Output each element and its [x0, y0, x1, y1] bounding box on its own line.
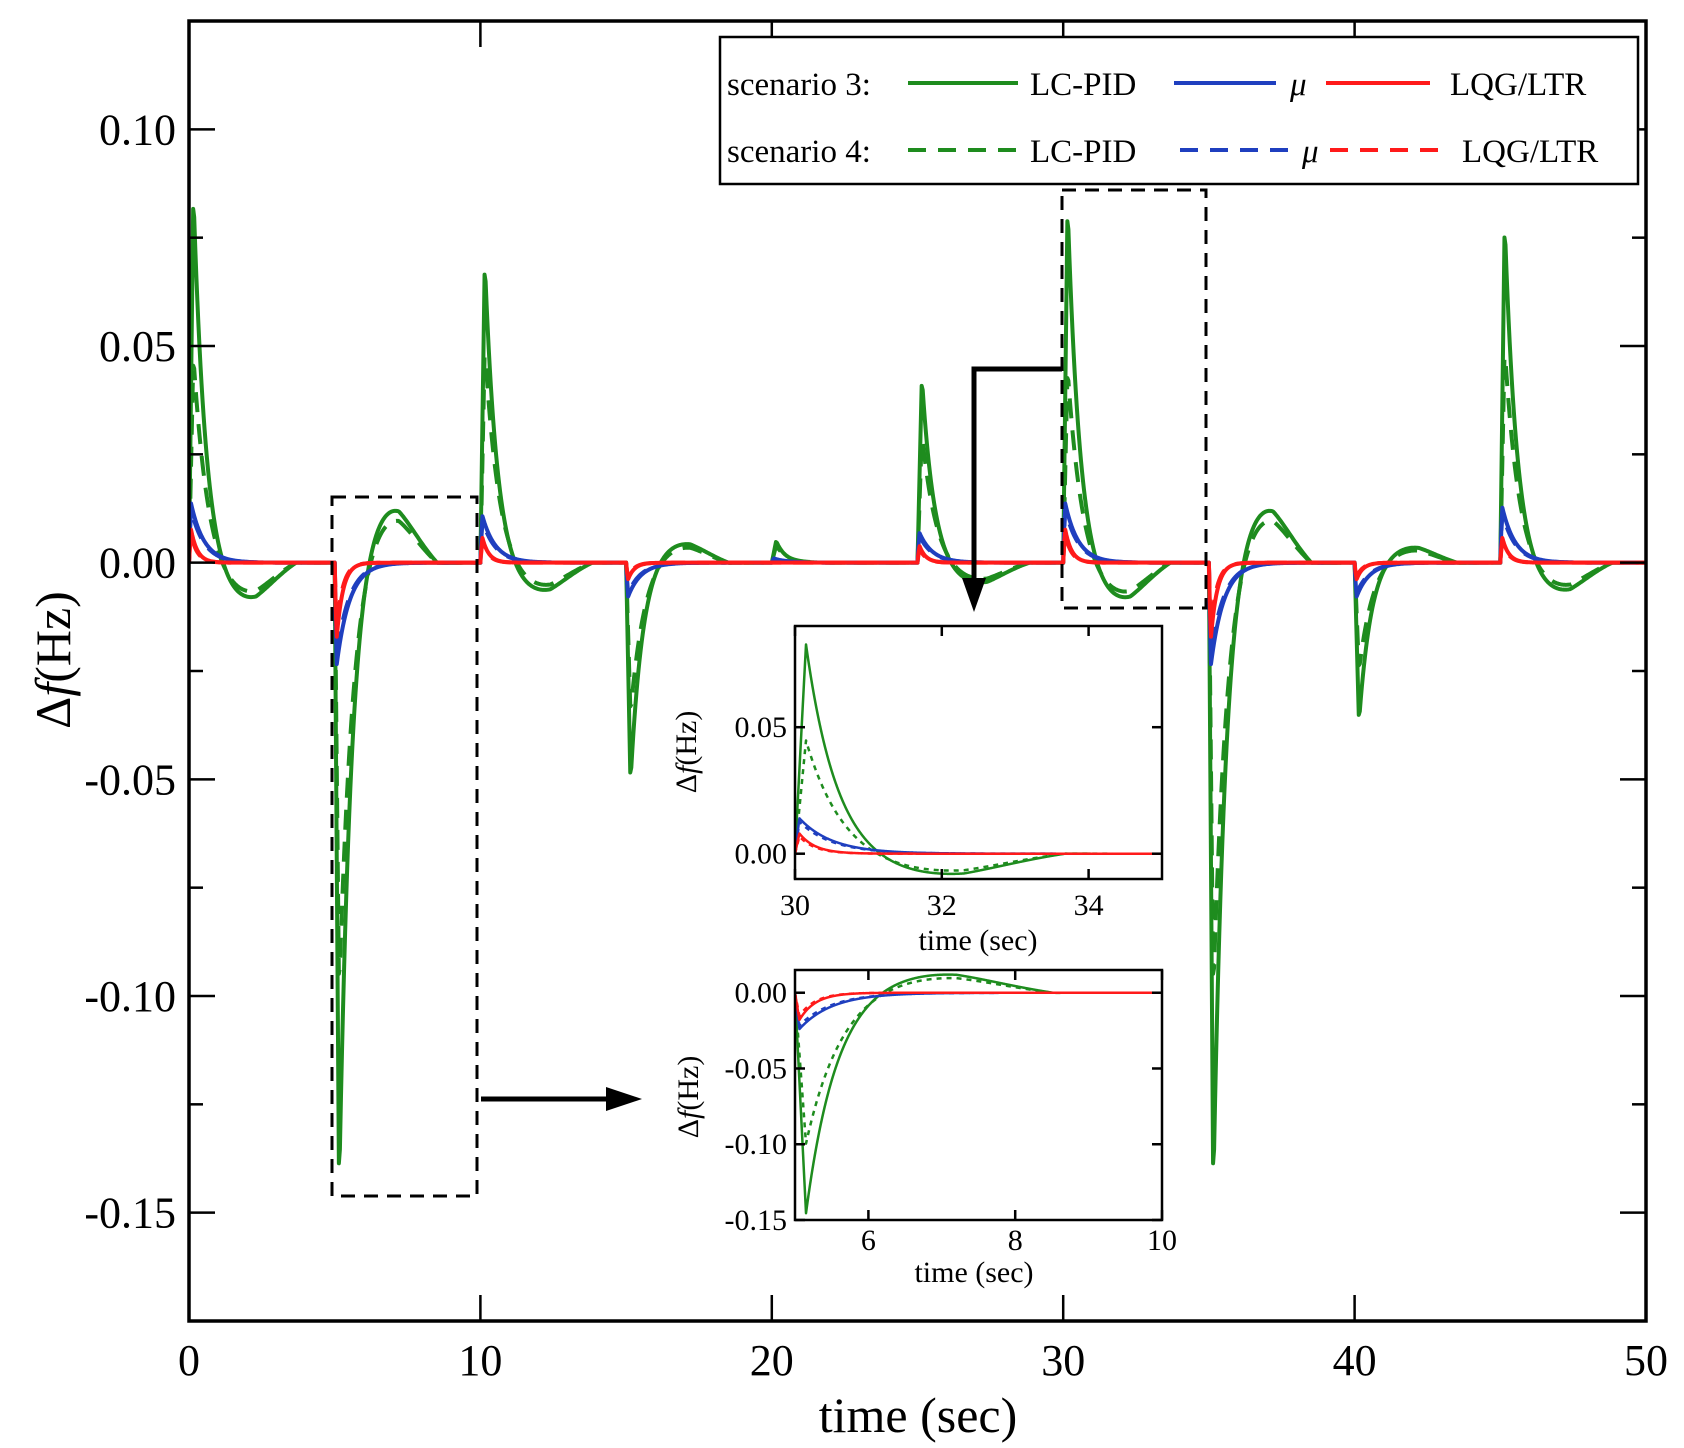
zoom-arrow-2-head	[962, 578, 986, 612]
legend-s4-lcpid-label: LC-PID	[1030, 134, 1136, 170]
legend-s3-lcpid-label: LC-PID	[1030, 67, 1136, 103]
inset2-y-tick-label: 0.00	[735, 977, 788, 1010]
legend-s3-mu-label: μ	[1289, 67, 1307, 103]
main-x-tick-label: 30	[1041, 1336, 1085, 1385]
legend: scenario 3: LC-PID μ LQG/LTR scenario 4:…	[718, 35, 1640, 186]
legend-s4-mu-label: μ	[1301, 134, 1319, 170]
zoom-box-2	[1060, 188, 1208, 610]
main-x-tick-label: 0	[178, 1336, 200, 1385]
inset1-y-tick-label: 0.05	[735, 711, 788, 744]
inset1-y-tick-label: 0.00	[735, 838, 788, 871]
inset2-x-tick-label: 10	[1147, 1224, 1177, 1257]
legend-s4-lqg-label: LQG/LTR	[1462, 134, 1598, 170]
main-plot-area: 0 10 20 30 40 50 0.10 0.05 0.00 -0.05 -0.10 -0.15	[84, 19, 1668, 1385]
main-x-tick-label: 40	[1333, 1336, 1377, 1385]
inset1-x-tick-label: 30	[780, 889, 810, 922]
inset2-y-label-delta: Δ	[672, 1119, 705, 1138]
inset2-series-lcpid-scenario4	[795, 976, 1162, 1145]
x-axis-label: time (sec)	[819, 1387, 1018, 1443]
inset2-series-lqg-scenario4	[795, 991, 1162, 1018]
inset1-y-label-delta: Δ	[670, 774, 703, 793]
inset1-x-axis-label: time (sec)	[918, 924, 1037, 957]
main-y-tick-label: -0.05	[84, 755, 176, 804]
inset1-series-lcpid-scenario4	[795, 739, 1162, 872]
main-x-tick-label: 10	[458, 1336, 502, 1385]
zoom-arrow-2-line	[971, 366, 1062, 590]
y-axis-label-unit: (Hz)	[25, 591, 81, 683]
inset2-y-tick-label: -0.10	[725, 1128, 788, 1161]
legend-box	[718, 35, 1640, 186]
main-y-tick-label: 0.10	[99, 105, 176, 154]
main-series-lcpid-scenario4	[189, 355, 1646, 976]
y-axis-label: Δf(Hz)	[25, 591, 81, 729]
legend-scenario3-label: scenario 3:	[727, 67, 871, 103]
main-x-tick-label: 50	[1624, 1336, 1668, 1385]
inset1-x-tick-label: 32	[927, 889, 957, 922]
inset-plot-2: 6 8 10 0.00 -0.05 -0.10 -0.15 time (sec) Δf(Hz…	[672, 968, 1177, 1289]
zoom-box-1	[330, 495, 479, 1198]
inset2-frame	[793, 968, 1164, 1222]
y-axis-label-delta: Δ	[25, 697, 81, 729]
inset2-x-axis-label: time (sec)	[914, 1256, 1033, 1289]
inset2-x-tick-label: 8	[1008, 1224, 1023, 1257]
legend-s3-lqg-label: LQG/LTR	[1450, 67, 1586, 103]
inset1-x-tick-label: 34	[1074, 889, 1104, 922]
main-y-tick-label: 0.00	[99, 539, 176, 588]
main-x-tick-label: 20	[750, 1336, 794, 1385]
inset2-y-tick-label: -0.15	[725, 1204, 788, 1237]
zoom-arrow-1-head	[606, 1087, 642, 1111]
inset1-frame	[793, 624, 1164, 881]
inset2-y-label-unit: (Hz)	[672, 1056, 705, 1111]
main-series-lqg-scenario4	[189, 532, 1646, 628]
inset1-y-label-unit: (Hz)	[670, 711, 703, 766]
inset1-series-lqg-scenario4	[795, 835, 1162, 855]
inset2-x-tick-label: 6	[861, 1224, 876, 1257]
main-y-tick-label: -0.15	[84, 1189, 176, 1238]
inset1-y-axis-label: Δf(Hz)	[670, 711, 703, 794]
inset2-y-axis-label: Δf(Hz)	[672, 1056, 705, 1139]
main-y-tick-label: 0.05	[99, 322, 176, 371]
main-y-tick-label: -0.10	[84, 972, 176, 1021]
inset2-y-tick-label: -0.05	[725, 1052, 788, 1085]
inset-plot-1: 30 32 34 0.05 0.00 time (sec) Δf(Hz)	[670, 624, 1164, 957]
legend-scenario4-label: scenario 4:	[727, 134, 871, 170]
